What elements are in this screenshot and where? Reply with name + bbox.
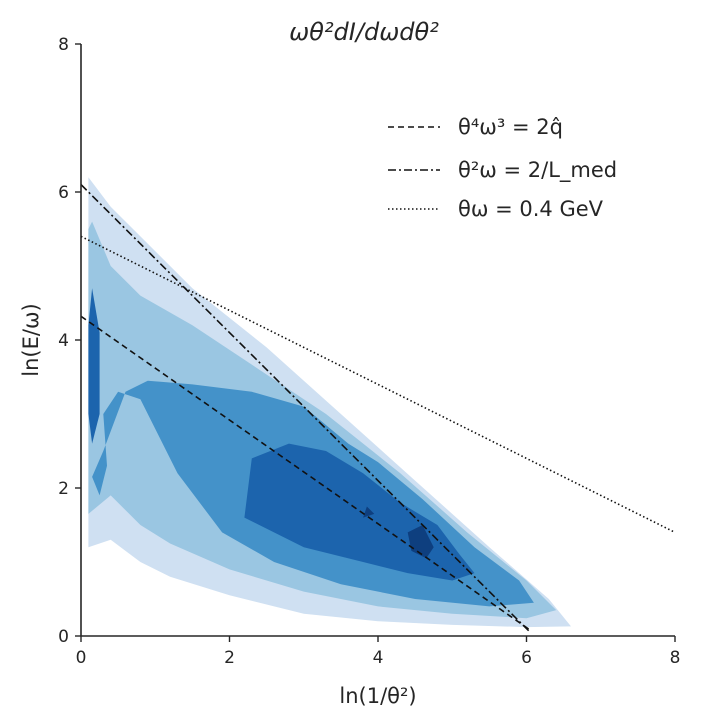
reference-line-dashdot [80, 184, 531, 633]
x-tick-label: 4 [373, 648, 384, 668]
reference-line-dotted [80, 235, 676, 534]
legend-label-1: θ⁴ω³ = 2q̂ [458, 115, 563, 139]
y-tick-label: 0 [58, 627, 69, 647]
reference-line-dashed [80, 315, 531, 631]
y-ticks: 0 2 4 6 8 [58, 35, 81, 647]
contour-level-4-region-3 [88, 288, 100, 444]
x-tick-label: 0 [76, 648, 87, 668]
y-axis-label: ln(E/ω) [19, 303, 43, 376]
legend-label-3: θω = 0.4 GeV [458, 197, 604, 221]
x-tick-label: 6 [521, 648, 532, 668]
contour-level-5-region-6 [363, 506, 375, 518]
reference-lines [80, 184, 676, 633]
x-axis-label: ln(1/θ²) [339, 684, 416, 708]
x-ticks: 0 2 4 6 8 [76, 636, 681, 668]
chart-title: ωθ²dI/dωdθ² [289, 18, 439, 46]
legend-label-2: θ²ω = 2/L_med [458, 158, 617, 183]
y-tick-label: 6 [58, 183, 69, 203]
y-tick-label: 2 [58, 479, 69, 499]
contour-level-5-region-5 [407, 525, 434, 559]
y-tick-label: 4 [58, 331, 69, 351]
x-tick-label: 8 [670, 648, 681, 668]
legend: θ⁴ω³ = 2q̂ θ²ω = 2/L_med θω = 0.4 GeV [388, 115, 617, 221]
contour-layer [88, 177, 572, 628]
x-tick-label: 2 [224, 648, 235, 668]
y-tick-label: 8 [58, 35, 69, 55]
